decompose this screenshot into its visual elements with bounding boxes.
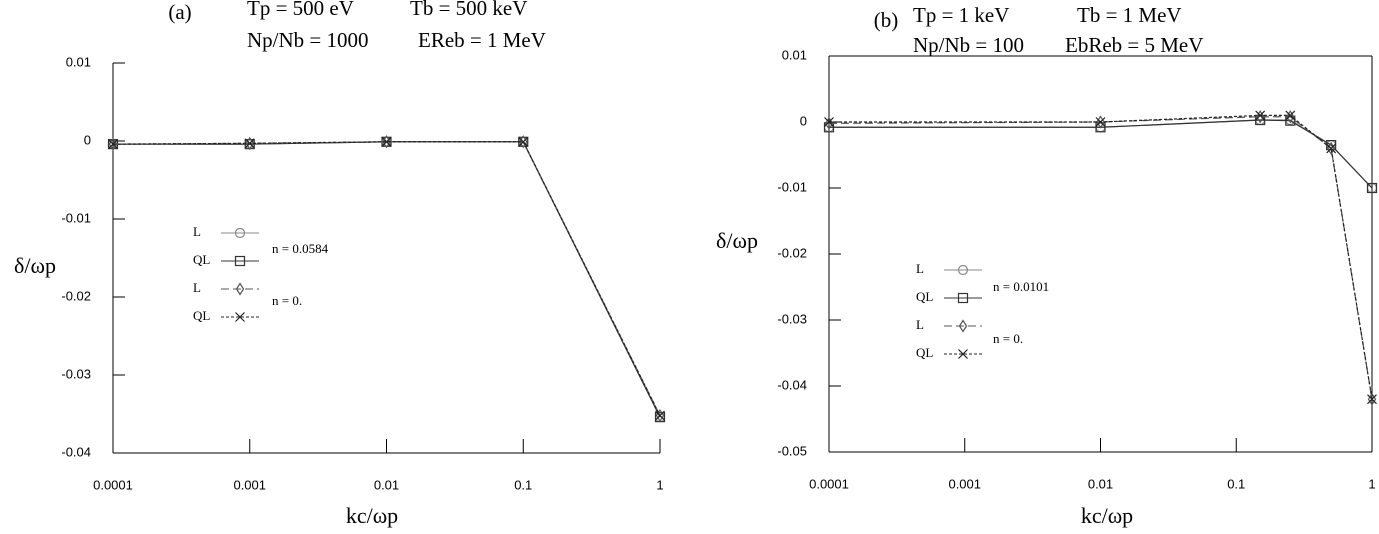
marker — [1255, 110, 1265, 124]
parameter: EbReb = 5 MeV — [1065, 33, 1203, 57]
legend-label: L — [916, 261, 924, 276]
x-tick-label: 0.0001 — [809, 476, 849, 491]
parameter: Tb = 500 keV — [410, 0, 527, 20]
parameter: Np/Nb = 1000 — [247, 28, 369, 52]
y-tick-label: -0.05 — [777, 443, 807, 458]
x-axis-label: kc/ωp — [1081, 503, 1133, 528]
legend-group: n = 0.0584 — [272, 241, 329, 256]
marker — [235, 312, 245, 322]
series-line — [112, 141, 661, 416]
legend-group: n = 0. — [993, 331, 1023, 346]
x-tick-label: 0.001 — [948, 476, 981, 491]
y-axis-label: δ/ωp — [14, 253, 56, 278]
parameter: Tp = 1 keV — [913, 3, 1009, 27]
parameter: Tp = 500 eV — [247, 0, 354, 20]
marker — [234, 227, 246, 239]
y-tick-label: -0.02 — [61, 288, 91, 303]
x-tick-label: 0.1 — [1227, 476, 1245, 491]
legend-group: n = 0. — [272, 293, 302, 308]
y-tick-label: -0.03 — [777, 311, 807, 326]
marker — [957, 292, 969, 304]
x-tick-label: 0.01 — [1088, 476, 1113, 491]
legend-label: L — [916, 317, 924, 332]
marker — [108, 139, 118, 150]
legend-label: L — [193, 280, 201, 295]
y-tick-label: 0.01 — [782, 47, 807, 62]
series-line — [829, 114, 1373, 400]
marker — [1366, 182, 1378, 194]
y-tick-label: 0 — [84, 132, 91, 147]
legend-label: QL — [193, 308, 210, 323]
series-line — [829, 119, 1373, 189]
x-tick-label: 0.1 — [514, 477, 532, 492]
marker — [824, 117, 834, 127]
x-tick-label: 1 — [656, 477, 663, 492]
marker — [234, 255, 246, 267]
legend-label: QL — [193, 252, 210, 267]
legend-label: QL — [916, 289, 933, 304]
marker — [957, 264, 969, 276]
y-axis-label: δ/ωp — [716, 228, 758, 253]
legend-label: L — [193, 224, 201, 239]
series-line — [829, 119, 1373, 189]
y-tick-label: 0 — [800, 113, 807, 128]
y-tick-label: -0.01 — [61, 210, 91, 225]
marker — [958, 319, 968, 333]
y-tick-label: -0.01 — [777, 179, 807, 194]
x-tick-label: 0.0001 — [93, 477, 133, 492]
parameter: Np/Nb = 100 — [913, 33, 1024, 57]
marker — [1095, 117, 1106, 127]
y-tick-label: -0.04 — [61, 444, 91, 459]
x-axis-label: kc/ωp — [346, 503, 398, 528]
panel: -0.04 -0.03 -0.02 -0.01 0 0.01 0.0001 0.001 0.01… — [14, 0, 666, 528]
y-tick-label: -0.02 — [777, 245, 807, 260]
panel: -0.05 -0.04 -0.03 -0.02 -0.01 0 0.01 0.0001 0.00… — [716, 3, 1378, 528]
series-line — [112, 141, 661, 416]
marker — [655, 410, 665, 421]
marker — [958, 349, 968, 359]
x-tick-label: 0.01 — [374, 477, 399, 492]
marker — [235, 282, 245, 296]
x-tick-label: 1 — [1368, 476, 1375, 491]
y-tick-label: -0.04 — [777, 377, 807, 392]
marker — [1285, 110, 1296, 121]
marker — [1255, 110, 1266, 121]
legend-group: n = 0.0101 — [993, 279, 1049, 294]
marker — [381, 136, 392, 147]
x-tick-label: 0.001 — [233, 477, 266, 492]
y-tick-label: 0.01 — [66, 54, 91, 69]
marker — [1326, 143, 1337, 154]
panel-label: (b) — [874, 8, 899, 32]
panel-label: (a) — [168, 0, 191, 24]
marker — [518, 136, 529, 147]
parameter: EReb = 1 MeV — [418, 28, 546, 52]
marker — [1286, 110, 1295, 124]
marker — [244, 138, 255, 149]
legend-label: QL — [916, 345, 933, 360]
y-tick-label: -0.03 — [61, 366, 91, 381]
marker — [1367, 394, 1377, 405]
series-line — [828, 116, 1373, 400]
parameter: Tb = 1 MeV — [1077, 3, 1182, 27]
